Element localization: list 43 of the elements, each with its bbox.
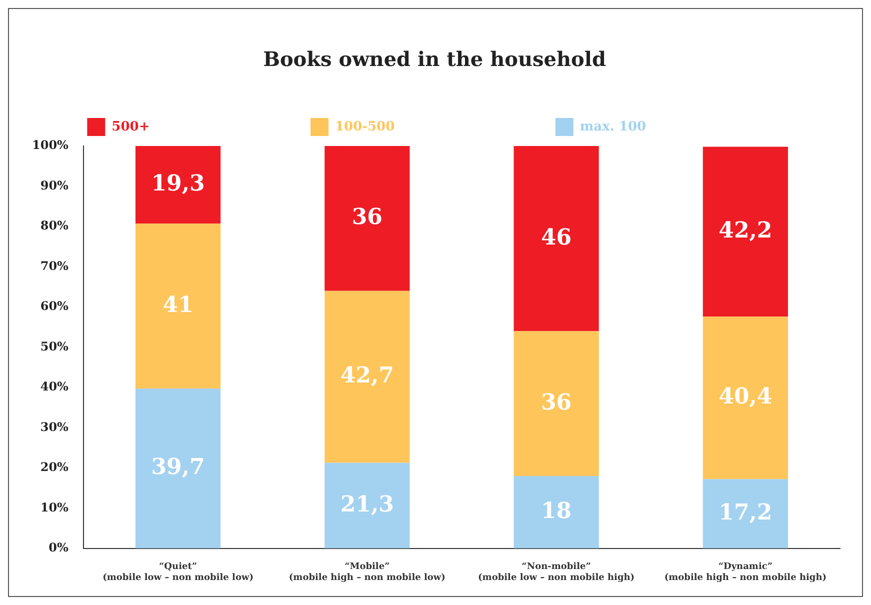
y-tick-label: 90% <box>40 178 70 192</box>
x-tick-label: “Mobile” (mobile high – non mobile low) <box>288 562 446 583</box>
bar <box>324 462 410 548</box>
bar <box>514 146 599 332</box>
legend-label: 100-500 <box>334 119 530 134</box>
data-label: 19,3 <box>151 170 205 197</box>
bar <box>514 476 599 548</box>
bar <box>324 290 410 463</box>
x-tick-label: “Non-mobile” (mobile low – non mobile high) <box>478 562 635 583</box>
y-tick-label: 30% <box>40 420 70 434</box>
x-tick-label: “Quiet” (mobile low – non mobile low) <box>102 562 254 583</box>
data-label: 36 <box>352 204 382 230</box>
legend-label: 500+ <box>112 119 286 134</box>
y-tick-label: 70% <box>40 258 70 273</box>
data-label: 41 <box>162 292 194 318</box>
bar <box>702 479 788 548</box>
bar <box>702 316 788 480</box>
y-tick-label: 40% <box>40 380 70 394</box>
data-label: 42,7 <box>340 362 394 388</box>
data-label: 18 <box>540 498 572 524</box>
data-label: 36 <box>540 389 572 416</box>
data-label: 17,2 <box>718 500 772 526</box>
bar <box>135 146 221 224</box>
data-label: 40,4 <box>718 384 772 410</box>
data-label: 21,3 <box>340 491 394 518</box>
data-label: 39,7 <box>151 454 205 480</box>
y-tick-label: 0% <box>48 540 70 555</box>
x-tick-label: “Dynamic” (mobile high – non mobile high) <box>664 562 826 583</box>
legend-label: max. 100 <box>580 119 782 134</box>
data-label: 42,2 <box>718 217 772 244</box>
y-tick-label: 10% <box>40 500 70 514</box>
bar <box>135 388 221 548</box>
data-label: 46 <box>540 224 572 250</box>
bar <box>324 146 410 291</box>
bar <box>514 331 599 476</box>
y-tick-label: 100% <box>32 138 70 152</box>
y-tick-label: 50% <box>40 339 70 354</box>
bar <box>702 146 788 317</box>
chart-title: Books owned in the household <box>263 47 606 72</box>
y-tick-label: 80% <box>40 218 70 233</box>
y-tick-label: 20% <box>40 460 70 474</box>
y-tick-label: 60% <box>40 299 70 314</box>
bar <box>135 224 221 389</box>
